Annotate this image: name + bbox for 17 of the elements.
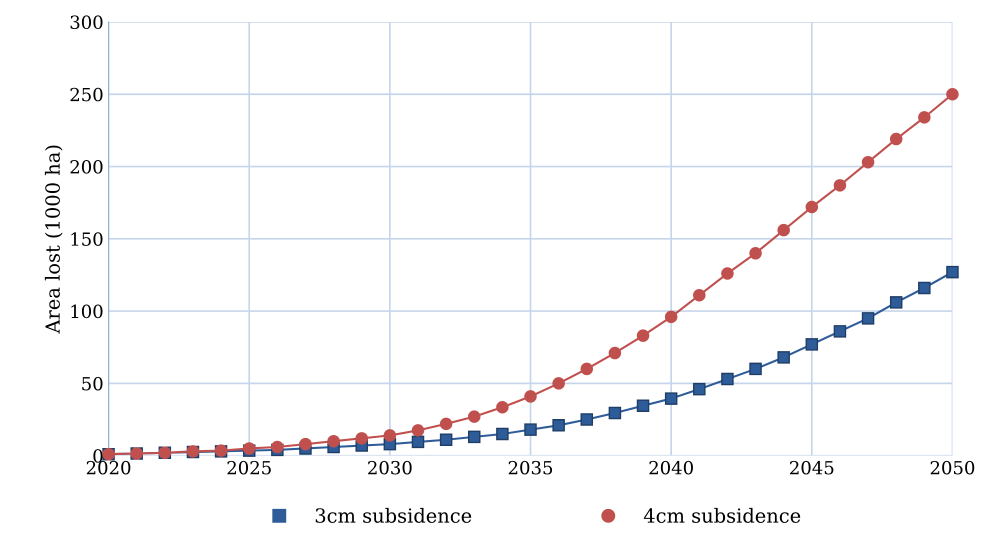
y-tick-label: 150: [71, 232, 103, 246]
y-tick-label: 0: [93, 449, 103, 463]
y-tick-label: 100: [71, 304, 103, 318]
x-tick-label: 2030: [368, 460, 412, 475]
x-tick-label: 2025: [227, 460, 271, 475]
x-tick-label: 2035: [508, 460, 552, 475]
x-tick-label: 2045: [790, 460, 834, 475]
x-tick-label: 2050: [930, 460, 974, 475]
x-tick-label: 2020: [86, 460, 130, 475]
y-tick-label: 250: [70, 88, 103, 102]
legend-label: 4cm subsidence: [644, 508, 800, 523]
y-tick-label: 50: [82, 376, 103, 390]
y-tick-label: 300: [70, 15, 103, 30]
x-tick-label: 2040: [649, 460, 693, 475]
legend-label: 3cm subsidence: [316, 508, 472, 523]
y-axis-title: Area lost (1000 ha): [44, 146, 63, 334]
y-tick-label: 200: [70, 160, 103, 174]
